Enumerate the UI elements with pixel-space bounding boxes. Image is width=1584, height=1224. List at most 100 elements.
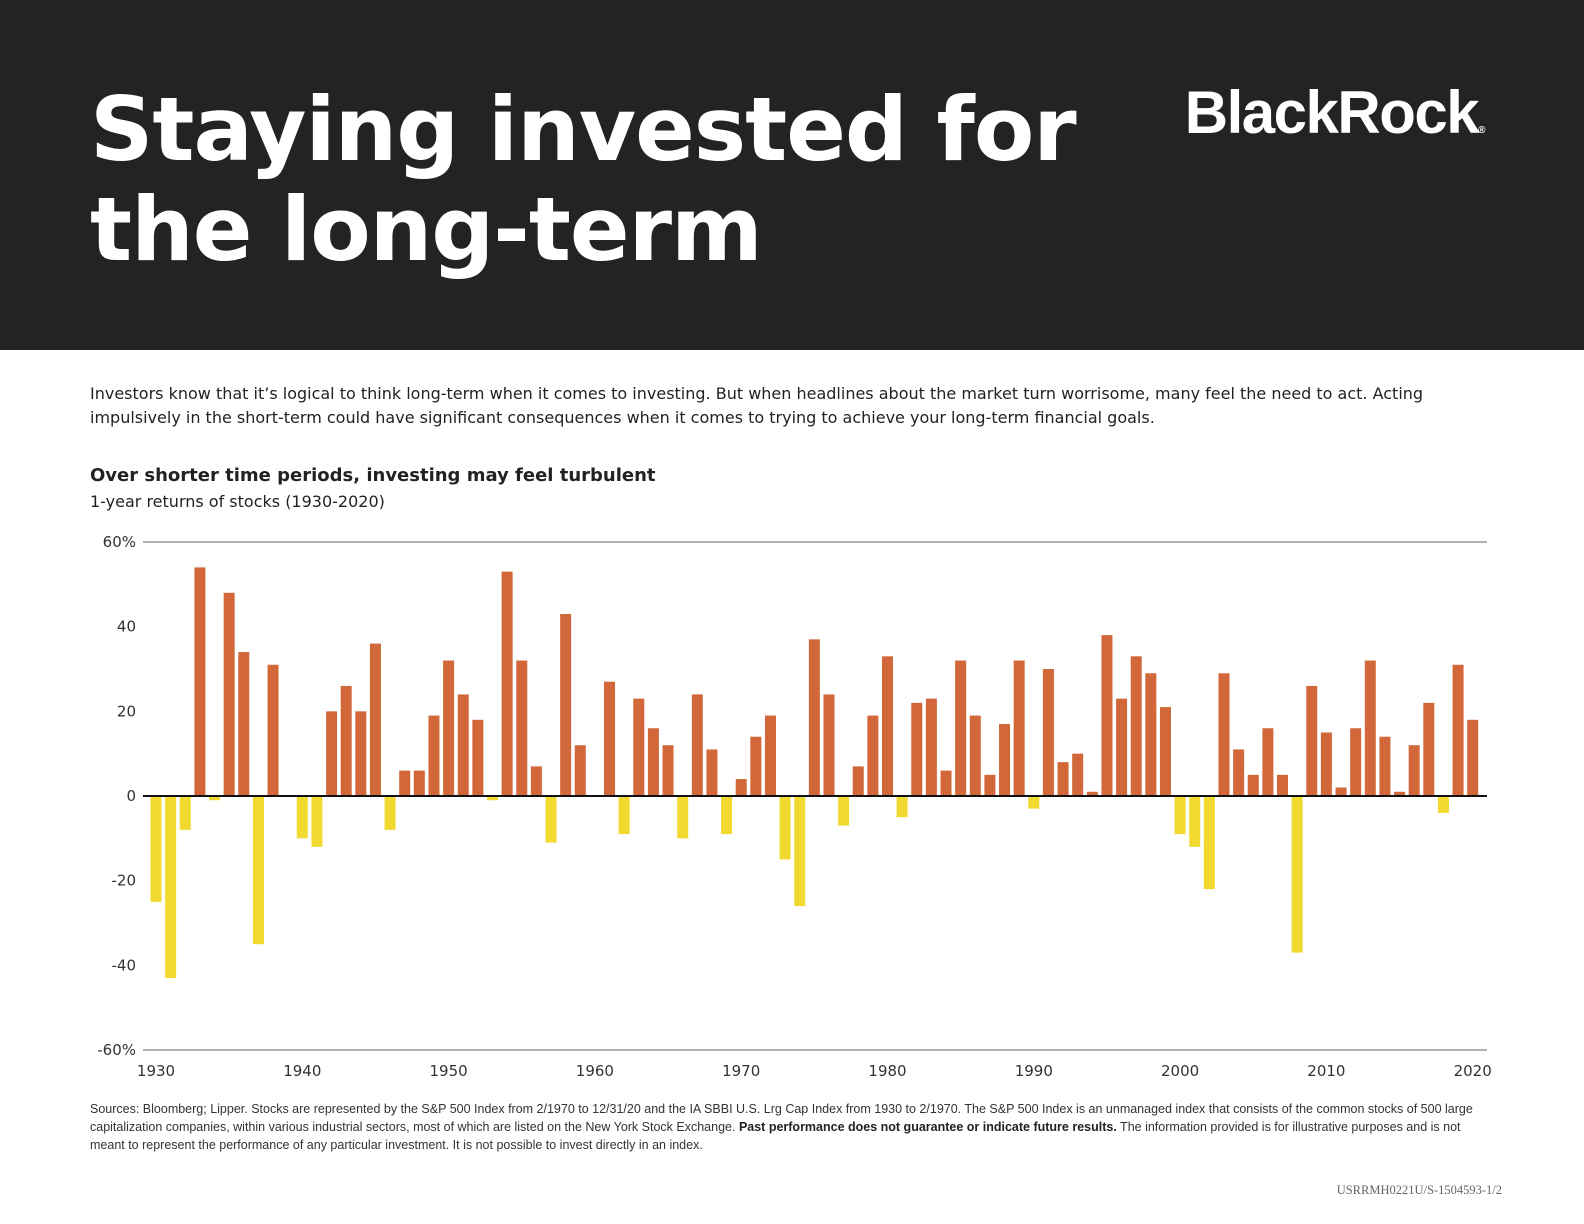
bar-2007: [1277, 774, 1289, 796]
x-tick-label: 2020: [1454, 1062, 1492, 1080]
bar-1944: [355, 711, 367, 796]
bar-1965: [662, 745, 674, 796]
bar-1955: [516, 660, 528, 796]
bar-2002: [1203, 796, 1215, 890]
bar-1962: [618, 796, 630, 835]
bar-1930: [150, 796, 162, 902]
x-tick-label: 1950: [430, 1062, 468, 1080]
bar-2005: [1247, 774, 1259, 796]
sources-text-end: The information provided is for illustra…: [90, 1120, 1461, 1152]
bar-2011: [1335, 787, 1347, 796]
header-banner: Staying invested for the long-term Black…: [0, 0, 1584, 350]
bar-1979: [867, 715, 879, 796]
bar-2018: [1437, 796, 1449, 813]
bar-2019: [1452, 664, 1464, 796]
bar-1964: [647, 728, 659, 796]
sources-text: Sources: Bloomberg; Lipper. Stocks are r…: [90, 1102, 1473, 1134]
bar-2006: [1262, 728, 1274, 796]
bar-1967: [691, 694, 703, 796]
x-tick-label: 1960: [576, 1062, 614, 1080]
bar-2001: [1189, 796, 1201, 847]
bar-1999: [1159, 707, 1171, 796]
bar-1959: [574, 745, 586, 796]
bar-1992: [1057, 762, 1069, 796]
bar-1968: [706, 749, 718, 796]
y-tick-label: -20: [112, 872, 137, 890]
bar-1971: [750, 736, 762, 796]
bar-1972: [764, 715, 776, 796]
bar-2017: [1423, 702, 1435, 796]
bar-1974: [794, 796, 806, 907]
x-tick-label: 1970: [722, 1062, 760, 1080]
bar-1969: [721, 796, 733, 835]
chart-subtitle: 1-year returns of stocks (1930-2020): [90, 492, 385, 511]
bar-1966: [677, 796, 689, 839]
bar-2000: [1174, 796, 1186, 835]
bar-2015: [1394, 791, 1406, 796]
bar-1933: [194, 567, 206, 796]
bar-1993: [1072, 753, 1084, 796]
returns-bar-chart: 60% 40 20 0 -20 -40 -60%1930 1940 1950 1960 1970 19…: [97, 533, 1492, 1080]
bar-1991: [1042, 669, 1054, 796]
bar-2003: [1218, 673, 1230, 796]
bar-1994: [1086, 791, 1098, 796]
bar-1943: [340, 685, 352, 796]
bar-1951: [457, 694, 469, 796]
bar-1937: [252, 796, 264, 945]
bar-2004: [1233, 749, 1245, 796]
bar-1941: [311, 796, 323, 847]
bar-1996: [1116, 698, 1128, 796]
bar-1995: [1101, 635, 1113, 796]
bar-1987: [984, 774, 996, 796]
bar-1950: [443, 660, 455, 796]
bar-1985: [955, 660, 967, 796]
bar-1945: [369, 643, 381, 796]
chart-title: Over shorter time periods, investing may…: [90, 465, 656, 486]
bar-1947: [399, 770, 411, 796]
bar-2014: [1379, 736, 1391, 796]
bar-1954: [501, 571, 513, 796]
sources-note: Sources: Bloomberg; Lipper. Stocks are r…: [90, 1100, 1490, 1154]
x-tick-label: 1940: [283, 1062, 321, 1080]
bar-2013: [1364, 660, 1376, 796]
bar-1948: [413, 770, 425, 796]
bar-1983: [925, 698, 937, 796]
y-tick-label: 40: [117, 618, 136, 636]
bar-1961: [604, 681, 616, 796]
bar-1984: [940, 770, 952, 796]
sources-disclaimer: Past performance does not guarantee or i…: [738, 1120, 1117, 1134]
bar-1934: [209, 796, 221, 801]
intro-paragraph: Investors know that it’s logical to thin…: [90, 384, 1424, 427]
x-tick-label: 1930: [137, 1062, 175, 1080]
bar-1942: [326, 711, 338, 796]
bar-2020: [1467, 719, 1479, 796]
registered-mark: ®: [1478, 125, 1485, 136]
bar-1958: [560, 613, 572, 796]
logo-text: BlackRock: [1184, 79, 1480, 146]
bar-1931: [165, 796, 177, 979]
x-tick-label: 2000: [1161, 1062, 1199, 1080]
bar-1946: [384, 796, 396, 830]
y-tick-label: 0: [126, 787, 136, 805]
bar-1938: [267, 664, 279, 796]
document-code: USRRMH0221U/S-1504593-1/2: [1336, 1183, 1502, 1197]
bar-1998: [1145, 673, 1157, 796]
bar-1935: [223, 592, 235, 796]
bar-1976: [823, 694, 835, 796]
bar-2016: [1408, 745, 1420, 796]
bar-1986: [969, 715, 981, 796]
bar-2009: [1306, 685, 1318, 796]
bar-1975: [808, 639, 820, 796]
bar-1952: [472, 719, 484, 796]
bar-1997: [1130, 656, 1142, 796]
y-tick-label: -40: [112, 956, 137, 974]
bar-1953: [486, 796, 498, 801]
bar-1989: [1013, 660, 1025, 796]
bar-1980: [882, 656, 893, 796]
y-tick-label: 60%: [103, 533, 136, 551]
page-title: Staying invested for the long-term: [90, 78, 1077, 281]
x-tick-label: 2010: [1307, 1062, 1345, 1080]
bar-2008: [1291, 796, 1303, 953]
y-tick-label: 20: [117, 702, 136, 720]
bar-1988: [999, 724, 1011, 796]
